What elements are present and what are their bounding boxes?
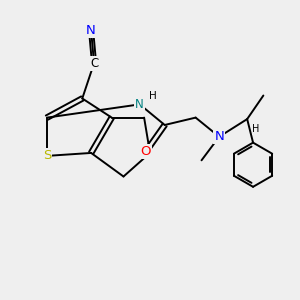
Text: N: N	[86, 24, 96, 37]
Text: N: N	[214, 130, 224, 143]
Text: O: O	[140, 145, 151, 158]
Text: S: S	[43, 149, 51, 162]
Text: C: C	[90, 57, 98, 70]
Text: N: N	[135, 98, 144, 111]
Text: H: H	[149, 91, 157, 100]
Text: H: H	[252, 124, 260, 134]
